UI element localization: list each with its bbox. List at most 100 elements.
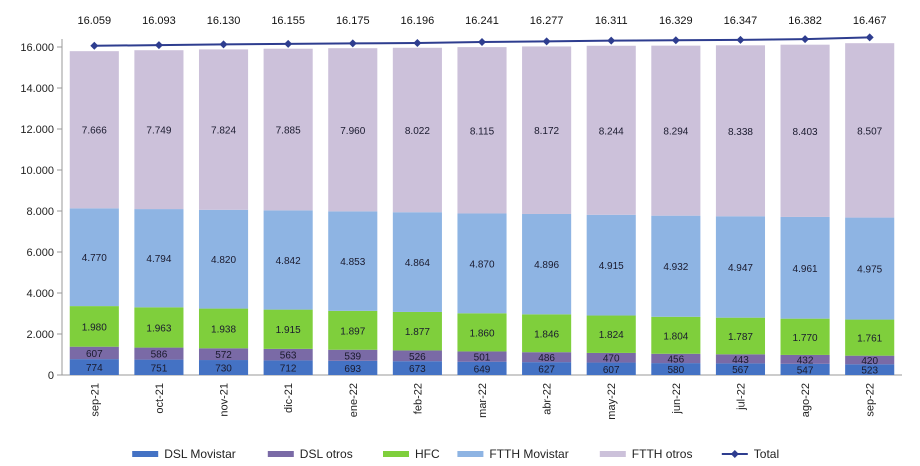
bar-segment <box>198 308 249 349</box>
total-label: 16.155 <box>271 15 305 27</box>
bar-segment <box>780 363 830 375</box>
bar-segment <box>134 209 184 308</box>
data-label: 7.824 <box>211 126 236 137</box>
bar-segment <box>69 359 119 375</box>
total-label: 16.196 <box>401 15 435 27</box>
data-label: 751 <box>151 363 168 374</box>
data-label: 420 <box>861 356 878 367</box>
x-tick-label: feb-22 <box>412 383 424 414</box>
data-label: 547 <box>797 365 814 376</box>
total-point <box>348 39 357 48</box>
data-label: 4.853 <box>340 257 365 268</box>
legend-label: HFC <box>415 447 440 461</box>
x-tick-label: may-22 <box>606 383 618 420</box>
data-label: 567 <box>732 365 749 376</box>
data-label: 7.749 <box>146 126 171 137</box>
total-label: 16.347 <box>724 15 758 27</box>
data-label: 580 <box>668 365 685 376</box>
bar-segment <box>522 362 572 375</box>
total-point <box>865 33 874 42</box>
total-point <box>478 38 486 47</box>
bar-segment <box>392 311 442 351</box>
y-tick-label: 8.000 <box>26 206 54 218</box>
total-label: 16.277 <box>530 15 564 27</box>
total-point <box>154 41 163 50</box>
total-label: 16.382 <box>788 15 822 27</box>
legend-label: Total <box>754 447 779 461</box>
bar-segment <box>134 347 184 360</box>
legend-label: DSL otros <box>300 447 353 461</box>
y-tick-label: 12.000 <box>20 124 54 136</box>
bar-segment <box>328 349 378 361</box>
bar-segment <box>198 348 249 361</box>
total-point <box>90 41 99 50</box>
y-tick-label: 4.000 <box>26 288 54 300</box>
data-label: 1.846 <box>534 329 559 340</box>
data-label: 539 <box>344 351 361 362</box>
x-tick-label: mar-22 <box>477 383 489 418</box>
data-label: 1.761 <box>857 334 882 345</box>
bar-segment <box>69 346 119 360</box>
bar-segment <box>651 363 701 375</box>
bar-segment <box>715 317 766 355</box>
x-tick-label: ene-22 <box>348 383 360 417</box>
bar-segment <box>715 45 766 217</box>
bar-segment <box>522 213 572 315</box>
data-label: 8.403 <box>793 127 818 138</box>
data-label: 1.980 <box>82 322 107 333</box>
total-label: 16.059 <box>77 15 111 27</box>
legend-label: FTTH Movistar <box>489 447 568 461</box>
bar-segment <box>69 51 119 209</box>
bar-segment <box>392 212 442 312</box>
data-label: 1.804 <box>663 331 688 342</box>
y-tick-label: 10.000 <box>20 165 54 177</box>
legend-swatch <box>132 451 159 457</box>
total-label: 16.175 <box>336 15 370 27</box>
total-label: 16.311 <box>595 15 628 27</box>
legend-label: DSL Movistar <box>164 447 236 461</box>
bar-segment <box>586 45 636 215</box>
data-label: 8.507 <box>857 126 882 137</box>
bar-segment <box>845 364 895 375</box>
bar-segment <box>651 316 701 354</box>
data-label: 693 <box>344 364 361 375</box>
bar-segment <box>522 46 572 214</box>
bar-segment <box>328 360 378 375</box>
bar-segment <box>328 48 378 212</box>
data-label: 1.770 <box>793 333 818 344</box>
data-label: 1.963 <box>146 323 171 334</box>
data-label: 470 <box>603 354 620 365</box>
x-tick-label: ago-22 <box>800 383 812 417</box>
data-label: 4.961 <box>793 264 818 275</box>
bar-segment <box>198 49 249 210</box>
data-label: 4.896 <box>534 260 559 271</box>
data-label: 432 <box>797 355 814 366</box>
total-point <box>801 35 810 44</box>
legend-label: FTTH otros <box>632 447 693 461</box>
total-point <box>607 36 616 45</box>
x-tick-label: oct-21 <box>154 383 166 414</box>
bar-segment <box>457 361 507 375</box>
bar-segment <box>780 44 830 217</box>
bar-segment <box>263 48 313 211</box>
data-label: 8.115 <box>470 126 495 137</box>
bar-segment <box>198 360 249 375</box>
bar-segment <box>715 363 766 375</box>
bar-segment <box>522 314 572 353</box>
bar-segment <box>651 215 701 317</box>
legend-swatch <box>599 451 626 457</box>
x-tick-label: nov-21 <box>219 383 231 417</box>
data-label: 774 <box>86 363 103 374</box>
bar-segment <box>586 214 636 316</box>
bar-segment <box>457 313 507 352</box>
bar-segment <box>651 45 701 216</box>
data-label: 7.666 <box>82 126 107 137</box>
data-label: 607 <box>603 365 620 376</box>
legend-marker-total <box>730 450 739 458</box>
data-label: 8.338 <box>728 127 753 138</box>
total-label: 16.329 <box>659 15 693 27</box>
data-label: 1.860 <box>469 328 494 339</box>
y-tick-label: 0 <box>48 370 54 382</box>
bar-segment <box>263 348 313 361</box>
data-label: 443 <box>732 355 749 366</box>
